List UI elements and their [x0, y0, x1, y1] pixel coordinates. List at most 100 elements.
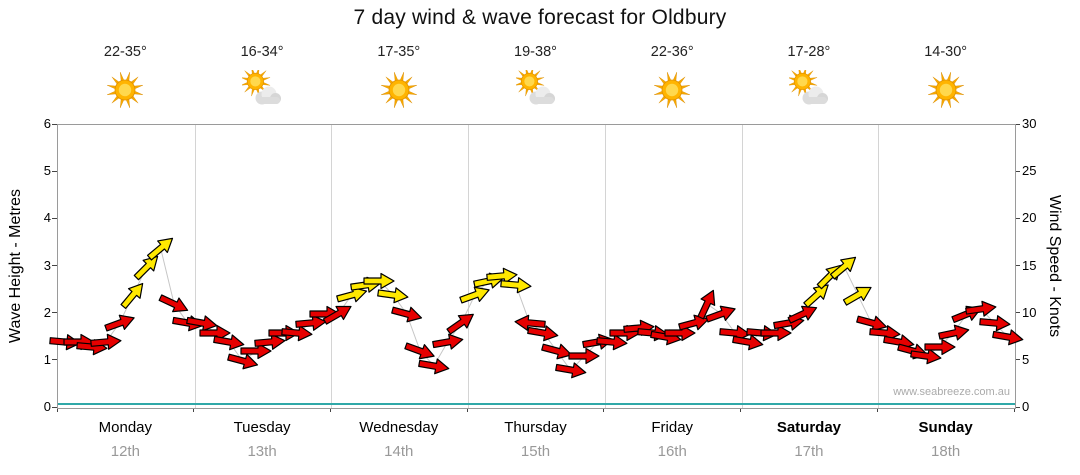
- sun-icon: [926, 70, 966, 110]
- wind-arrow: [718, 324, 751, 341]
- left-axis-tick-label: 1: [43, 351, 51, 367]
- day-date: 17th: [794, 443, 824, 460]
- wind-arrow: [486, 267, 518, 284]
- watermark: www.seabreeze.com.au: [893, 386, 1010, 398]
- bottom-axis-tick: [876, 408, 878, 412]
- wind-arrow: [978, 315, 1011, 332]
- day-date: 12th: [110, 443, 140, 460]
- wind-arrow: [910, 348, 942, 365]
- sun-icon: [652, 70, 692, 110]
- left-axis-tick: [52, 217, 57, 219]
- wind-arrow: [146, 237, 173, 261]
- wind-arrow: [281, 324, 313, 341]
- sun-icon: [379, 70, 419, 110]
- wind-arrow: [240, 343, 272, 360]
- day-date: 15th: [520, 443, 551, 460]
- wind-arrow: [830, 256, 857, 280]
- left-axis-tick: [52, 406, 57, 408]
- wind-trend-line: [64, 246, 1009, 372]
- day-separator: [741, 125, 743, 408]
- wind-arrow: [226, 353, 258, 370]
- wind-arrow: [431, 333, 463, 350]
- wind-arrow: [254, 333, 286, 350]
- wind-arrow: [732, 334, 764, 351]
- temperature-range: 19-38°: [514, 44, 557, 60]
- left-axis-tick-label: 2: [43, 304, 51, 320]
- wind-arrow: [595, 334, 628, 351]
- sun-icon: [105, 70, 145, 110]
- left-axis-tick: [52, 170, 57, 172]
- day-separator: [331, 125, 333, 408]
- wind-arrow: [446, 313, 475, 335]
- wind-arrow: [103, 314, 135, 332]
- wind-arrow: [377, 287, 409, 304]
- wind-arrow: [924, 338, 956, 355]
- temperature-range: 22-36°: [650, 44, 694, 60]
- wind-arrow: [869, 324, 901, 341]
- day-separator: [194, 125, 196, 408]
- wind-arrow: [992, 329, 1024, 346]
- wave-height-line: [58, 403, 1015, 406]
- wind-arrow: [120, 282, 144, 309]
- bottom-axis-tick: [740, 408, 742, 412]
- sun-cloud-icon: [240, 66, 282, 110]
- forecast-chart-plot: www.seabreeze.com.au: [49, 124, 1024, 409]
- right-axis-tick: [1015, 265, 1020, 266]
- temperature-range: 14-30°: [924, 44, 968, 60]
- day-date: 14th: [384, 443, 414, 460]
- right-axis-tick-label: 30: [1022, 116, 1037, 131]
- bottom-axis-tick: [329, 408, 331, 412]
- right-axis-tick: [1015, 123, 1020, 125]
- wind-arrow: [459, 286, 490, 304]
- left-axis-tick-label: 3: [43, 257, 51, 273]
- right-axis-tick: [1015, 217, 1020, 219]
- left-axis-tick-label: 0: [43, 399, 51, 414]
- right-axis-tick-label: 10: [1022, 304, 1037, 320]
- sun-cloud-icon: [514, 66, 556, 110]
- wind-arrow: [336, 286, 367, 303]
- wind-arrow: [514, 314, 546, 331]
- bottom-axis-tick: [466, 408, 468, 412]
- right-axis-tick: [1015, 359, 1020, 361]
- wind-arrow: [842, 286, 872, 306]
- wind-arrow: [212, 334, 245, 351]
- temperature-range: 17-28°: [787, 44, 831, 60]
- right-axis-tick-label: 5: [1022, 351, 1030, 367]
- day-name: Friday: [651, 419, 694, 436]
- wind-arrow: [554, 362, 587, 379]
- wind-arrow: [390, 306, 422, 323]
- left-axis-tick-label: 4: [43, 210, 51, 226]
- bottom-axis-tick: [193, 408, 195, 412]
- wind-arrow: [199, 324, 231, 341]
- right-axis-tick-label: 0: [1022, 399, 1030, 414]
- day-name: Sunday: [918, 419, 973, 436]
- wind-arrow: [527, 324, 559, 341]
- bottom-axis-tick: [56, 408, 58, 412]
- wind-arrow: [323, 305, 352, 325]
- left-axis-tick: [52, 312, 57, 314]
- right-axis-tick-label: 15: [1022, 257, 1037, 273]
- day-name: Saturday: [776, 419, 842, 436]
- wind-arrow: [787, 305, 818, 324]
- left-axis-tick: [52, 123, 57, 125]
- wind-arrow: [418, 357, 450, 374]
- day-date: 16th: [657, 443, 687, 460]
- wind-arrow: [133, 255, 159, 280]
- bottom-axis-tick: [1013, 408, 1015, 412]
- wind-arrow: [158, 294, 189, 313]
- left-axis-tick-label: 6: [43, 116, 51, 131]
- wind-arrow: [937, 324, 969, 341]
- day-date: 13th: [247, 443, 277, 460]
- day-name: Wednesday: [359, 419, 439, 436]
- right-axis-tick: [1015, 170, 1020, 172]
- day-separator: [604, 125, 606, 408]
- wind-arrow: [363, 272, 395, 289]
- bottom-axis-tick: [603, 408, 605, 412]
- wind-arrow: [697, 289, 716, 320]
- right-axis-tick-label: 25: [1022, 163, 1037, 179]
- wind-arrow: [803, 284, 829, 308]
- left-axis-tick: [52, 359, 57, 361]
- left-axis-label: Wave Height - Metres: [7, 188, 24, 344]
- day-name: Tuesday: [233, 419, 291, 436]
